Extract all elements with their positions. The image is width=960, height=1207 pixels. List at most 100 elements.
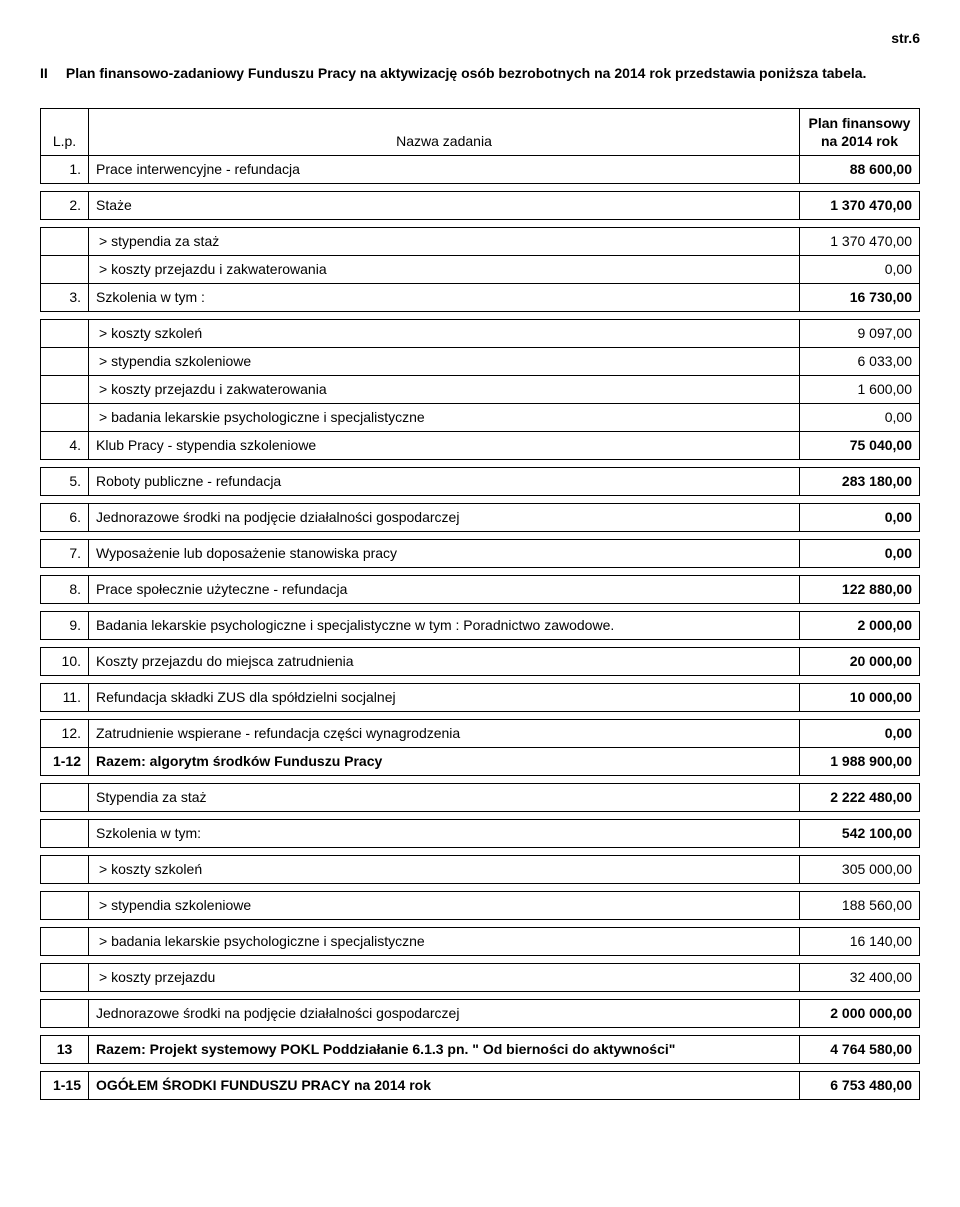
cell-value: 1 370 470,00 <box>800 227 920 255</box>
table-subrow: > stypendia za staż 1 370 470,00 <box>41 227 920 255</box>
cell-name: > koszty przejazdu <box>89 963 800 991</box>
cell-value: 305 000,00 <box>800 855 920 883</box>
cell-name: Koszty przejazdu do miejsca zatrudnienia <box>89 647 800 675</box>
cell-name: Szkolenia w tym : <box>89 283 800 311</box>
page-number: str.6 <box>40 30 920 46</box>
col-lp: L.p. <box>41 108 89 155</box>
document-heading: II Plan finansowo-zadaniowy Funduszu Pra… <box>40 64 920 84</box>
table-row: 12. Zatrudnienie wspierane - refundacja … <box>41 719 920 747</box>
cell-name: > stypendia szkoleniowe <box>89 891 800 919</box>
cell-value: 1 988 900,00 <box>800 747 920 775</box>
cell-value: 16 730,00 <box>800 283 920 311</box>
cell-lp: 2. <box>41 191 89 219</box>
cell-lp: 10. <box>41 647 89 675</box>
cell-name: Klub Pracy - stypendia szkoleniowe <box>89 431 800 459</box>
table-subrow: > koszty szkoleń 9 097,00 <box>41 319 920 347</box>
col-value: Plan finansowyna 2014 rok <box>800 108 920 155</box>
cell-name: > stypendia szkoleniowe <box>89 347 800 375</box>
cell-value: 6 033,00 <box>800 347 920 375</box>
cell-value: 2 222 480,00 <box>800 783 920 811</box>
cell-name: Roboty publiczne - refundacja <box>89 467 800 495</box>
cell-value: 0,00 <box>800 403 920 431</box>
cell-name: Szkolenia w tym: <box>89 819 800 847</box>
table-row: Jednorazowe środki na podjęcie działalno… <box>41 999 920 1027</box>
table-row: 6. Jednorazowe środki na podjęcie działa… <box>41 503 920 531</box>
cell-name: > koszty przejazdu i zakwaterowania <box>89 255 800 283</box>
cell-value: 283 180,00 <box>800 467 920 495</box>
cell-value: 75 040,00 <box>800 431 920 459</box>
cell-lp: 12. <box>41 719 89 747</box>
cell-name: Staże <box>89 191 800 219</box>
cell-value: 9 097,00 <box>800 319 920 347</box>
total-row: 1-15 OGÓŁEM ŚRODKI FUNDUSZU PRACY na 201… <box>41 1071 920 1099</box>
cell-value: 2 000 000,00 <box>800 999 920 1027</box>
cell-value: 2 000,00 <box>800 611 920 639</box>
cell-value: 188 560,00 <box>800 891 920 919</box>
cell-name: Refundacja składki ZUS dla spółdzielni s… <box>89 683 800 711</box>
cell-name: Prace społecznie użyteczne - refundacja <box>89 575 800 603</box>
table-row: Stypendia za staż 2 222 480,00 <box>41 783 920 811</box>
table-subrow: > koszty szkoleń 305 000,00 <box>41 855 920 883</box>
table-row: 2. Staże 1 370 470,00 <box>41 191 920 219</box>
cell-value: 6 753 480,00 <box>800 1071 920 1099</box>
table-subrow: > koszty przejazdu i zakwaterowania 0,00 <box>41 255 920 283</box>
cell-value: 122 880,00 <box>800 575 920 603</box>
cell-lp: 1. <box>41 155 89 183</box>
cell-value: 32 400,00 <box>800 963 920 991</box>
table-subrow: > stypendia szkoleniowe 6 033,00 <box>41 347 920 375</box>
table-row: 8. Prace społecznie użyteczne - refundac… <box>41 575 920 603</box>
cell-value: 88 600,00 <box>800 155 920 183</box>
cell-lp: 13 <box>41 1035 89 1063</box>
cell-name: Prace interwencyjne - refundacja <box>89 155 800 183</box>
cell-name: Jednorazowe środki na podjęcie działalno… <box>89 999 800 1027</box>
table-row: Szkolenia w tym: 542 100,00 <box>41 819 920 847</box>
cell-lp: 6. <box>41 503 89 531</box>
cell-lp: 11. <box>41 683 89 711</box>
cell-name: Stypendia za staż <box>89 783 800 811</box>
cell-name: Wyposażenie lub doposażenie stanowiska p… <box>89 539 800 567</box>
cell-lp: 5. <box>41 467 89 495</box>
summary-row: 1-12 Razem: algorytm środków Funduszu Pr… <box>41 747 920 775</box>
table-subrow: > stypendia szkoleniowe 188 560,00 <box>41 891 920 919</box>
table-row: 5. Roboty publiczne - refundacja 283 180… <box>41 467 920 495</box>
cell-name: Razem: Projekt systemowy POKL Poddziałan… <box>89 1035 800 1063</box>
table-row: 9. Badania lekarskie psychologiczne i sp… <box>41 611 920 639</box>
cell-value: 10 000,00 <box>800 683 920 711</box>
heading-title: Plan finansowo-zadaniowy Funduszu Pracy … <box>66 64 896 84</box>
cell-name: > badania lekarskie psychologiczne i spe… <box>89 403 800 431</box>
cell-lp: 8. <box>41 575 89 603</box>
table-subrow: > badania lekarskie psychologiczne i spe… <box>41 403 920 431</box>
table-row: 11. Refundacja składki ZUS dla spółdziel… <box>41 683 920 711</box>
cell-lp: 1-15 <box>41 1071 89 1099</box>
cell-value: 0,00 <box>800 719 920 747</box>
cell-name: > koszty szkoleń <box>89 319 800 347</box>
cell-name: > koszty przejazdu i zakwaterowania <box>89 375 800 403</box>
cell-value: 1 600,00 <box>800 375 920 403</box>
cell-value: 4 764 580,00 <box>800 1035 920 1063</box>
col-name: Nazwa zadania <box>89 108 800 155</box>
cell-value: 0,00 <box>800 539 920 567</box>
table-row: 1. Prace interwencyjne - refundacja 88 6… <box>41 155 920 183</box>
cell-name: Zatrudnienie wspierane - refundacja częś… <box>89 719 800 747</box>
plan-table: L.p. Nazwa zadania Plan finansowyna 2014… <box>40 108 920 1100</box>
cell-value: 20 000,00 <box>800 647 920 675</box>
cell-lp: 7. <box>41 539 89 567</box>
cell-value: 16 140,00 <box>800 927 920 955</box>
cell-name: Badania lekarskie psychologiczne i specj… <box>89 611 800 639</box>
cell-lp: 3. <box>41 283 89 311</box>
cell-name: Jednorazowe środki na podjęcie działalno… <box>89 503 800 531</box>
cell-name: Razem: algorytm środków Funduszu Pracy <box>89 747 800 775</box>
cell-value: 1 370 470,00 <box>800 191 920 219</box>
cell-name: > stypendia za staż <box>89 227 800 255</box>
cell-value: 0,00 <box>800 255 920 283</box>
cell-name: > koszty szkoleń <box>89 855 800 883</box>
table-subrow: > koszty przejazdu i zakwaterowania 1 60… <box>41 375 920 403</box>
heading-roman: II <box>40 64 62 84</box>
cell-name: > badania lekarskie psychologiczne i spe… <box>89 927 800 955</box>
table-row: 3. Szkolenia w tym : 16 730,00 <box>41 283 920 311</box>
table-subrow: > badania lekarskie psychologiczne i spe… <box>41 927 920 955</box>
table-subrow: > koszty przejazdu 32 400,00 <box>41 963 920 991</box>
summary-row: 13 Razem: Projekt systemowy POKL Poddzia… <box>41 1035 920 1063</box>
cell-lp: 4. <box>41 431 89 459</box>
table-row: 10. Koszty przejazdu do miejsca zatrudni… <box>41 647 920 675</box>
